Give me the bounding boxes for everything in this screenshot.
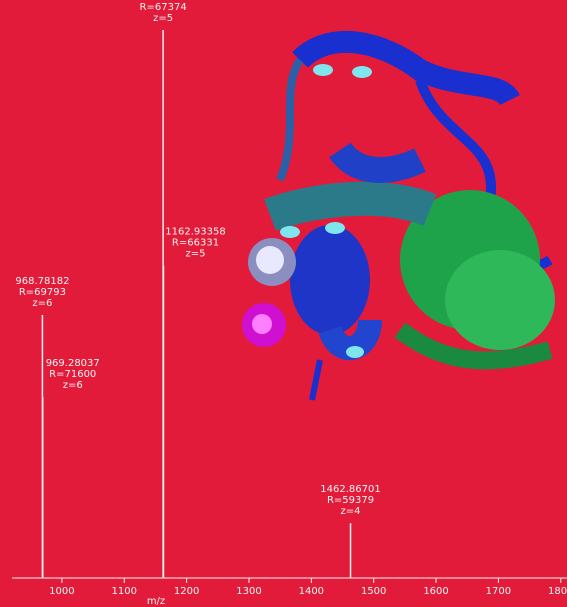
peak-mz: 1162.33528	[133, 0, 193, 2]
peak-resolution: R=66331	[172, 238, 219, 249]
x-tick-label: 1000	[49, 586, 74, 597]
x-tick-label: 1500	[361, 586, 386, 597]
x-tick-label: 1700	[486, 586, 511, 597]
peak-charge: z=5	[153, 13, 173, 24]
peak-resolution: R=69793	[19, 287, 66, 298]
peak-charge: z=6	[63, 380, 83, 391]
peak-resolution: R=59379	[327, 495, 374, 506]
x-tick-label: 1200	[174, 586, 199, 597]
peak-resolution: R=71600	[49, 369, 96, 380]
x-tick-label: 1300	[236, 586, 261, 597]
x-tick-label: 1400	[299, 586, 324, 597]
peak-mz: 969.28037	[46, 358, 100, 369]
peak-mz: 968.78182	[15, 276, 69, 287]
x-axis-label: m/z	[147, 596, 165, 607]
x-tick-label: 1800	[548, 586, 567, 597]
peak-resolution: R=67374	[140, 2, 187, 13]
peak-mz: 1462.86701	[320, 484, 380, 495]
peak-mz: 1162.93358	[165, 227, 225, 238]
x-tick-label: 1100	[112, 586, 137, 597]
peak-charge: z=4	[341, 506, 361, 517]
protein-structure	[242, 30, 555, 401]
peak-charge: z=5	[185, 249, 205, 260]
x-tick-label: 1600	[423, 586, 448, 597]
peak-charge: z=6	[32, 298, 52, 309]
